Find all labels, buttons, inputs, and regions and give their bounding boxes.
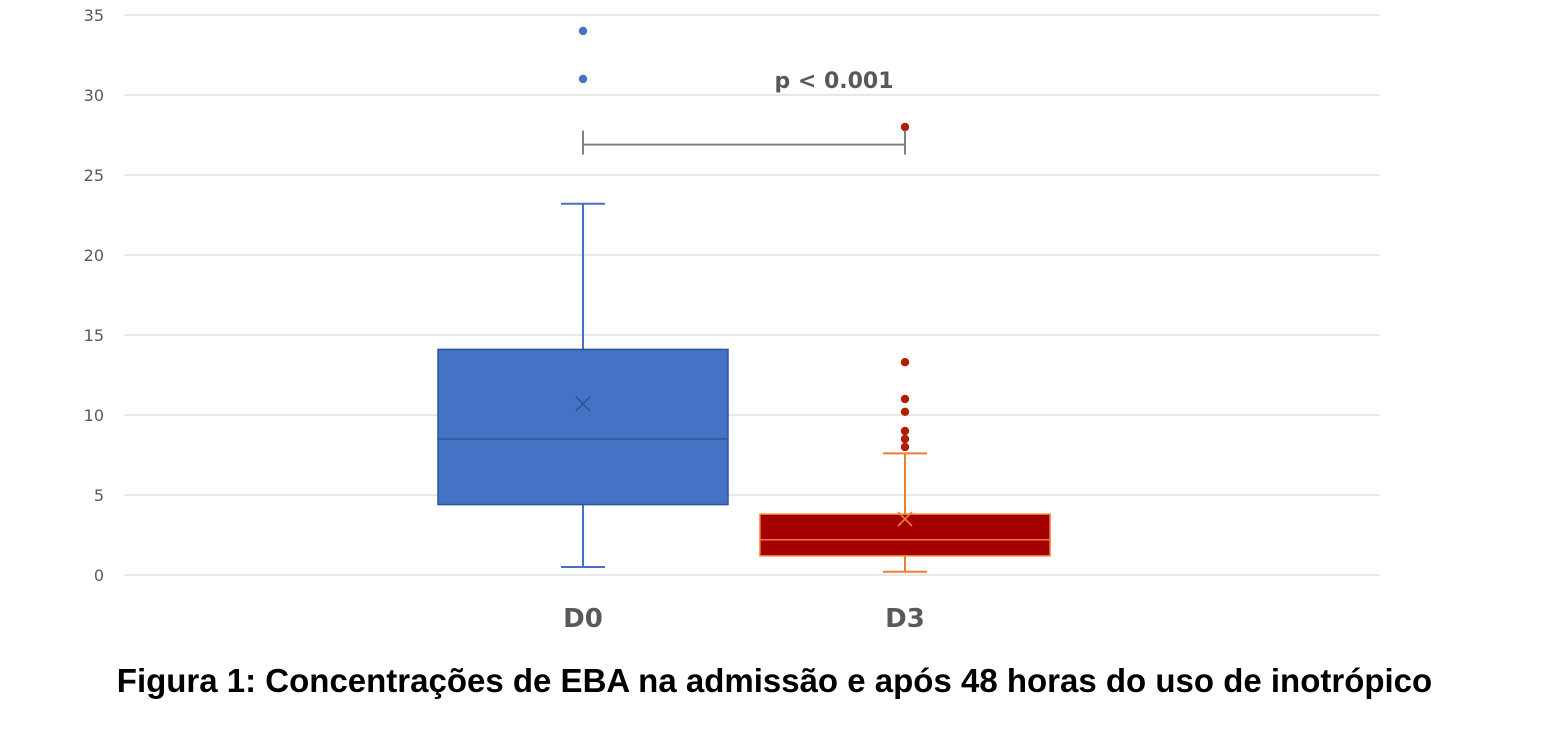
outlier-point bbox=[900, 407, 910, 416]
box-series bbox=[437, 26, 1051, 573]
outlier-point bbox=[578, 74, 588, 84]
y-tick-label: 15 bbox=[84, 326, 104, 345]
iqr-box bbox=[437, 348, 729, 506]
outlier-point bbox=[900, 122, 910, 132]
p-value-label: p < 0.001 bbox=[774, 69, 893, 94]
y-tick-label: 20 bbox=[84, 246, 104, 265]
y-tick-label: 5 bbox=[94, 486, 104, 505]
x-category-label: D3 bbox=[885, 604, 925, 634]
y-tick-label: 0 bbox=[94, 566, 104, 585]
box-d3 bbox=[759, 122, 1051, 573]
box-d0 bbox=[437, 26, 729, 568]
y-tick-label: 10 bbox=[84, 406, 104, 425]
y-tick-label: 35 bbox=[84, 6, 104, 25]
outlier-point bbox=[578, 26, 588, 36]
outlier-point bbox=[900, 426, 910, 436]
x-axis-category-labels: D0 D3 bbox=[563, 604, 925, 634]
grid-lines bbox=[124, 14, 1380, 576]
y-tick-label: 25 bbox=[84, 166, 104, 185]
boxplot-chart: 0 5 10 15 20 25 30 35 D0 D3 p < 0.001 bbox=[84, 6, 1380, 634]
y-tick-label: 30 bbox=[84, 86, 104, 105]
y-axis-tick-labels: 0 5 10 15 20 25 30 35 bbox=[84, 6, 104, 585]
mean-marker bbox=[575, 396, 591, 412]
outlier-point bbox=[900, 394, 910, 404]
mean-marker bbox=[897, 511, 913, 527]
significance-annotation: p < 0.001 bbox=[582, 69, 906, 155]
outlier-point bbox=[900, 434, 910, 444]
outlier-point bbox=[900, 442, 910, 452]
x-category-label: D0 bbox=[563, 604, 603, 634]
figure-caption: Figura 1: Concentrações de EBA na admiss… bbox=[116, 662, 1433, 699]
outlier-point bbox=[900, 358, 910, 367]
iqr-box bbox=[759, 513, 1051, 557]
